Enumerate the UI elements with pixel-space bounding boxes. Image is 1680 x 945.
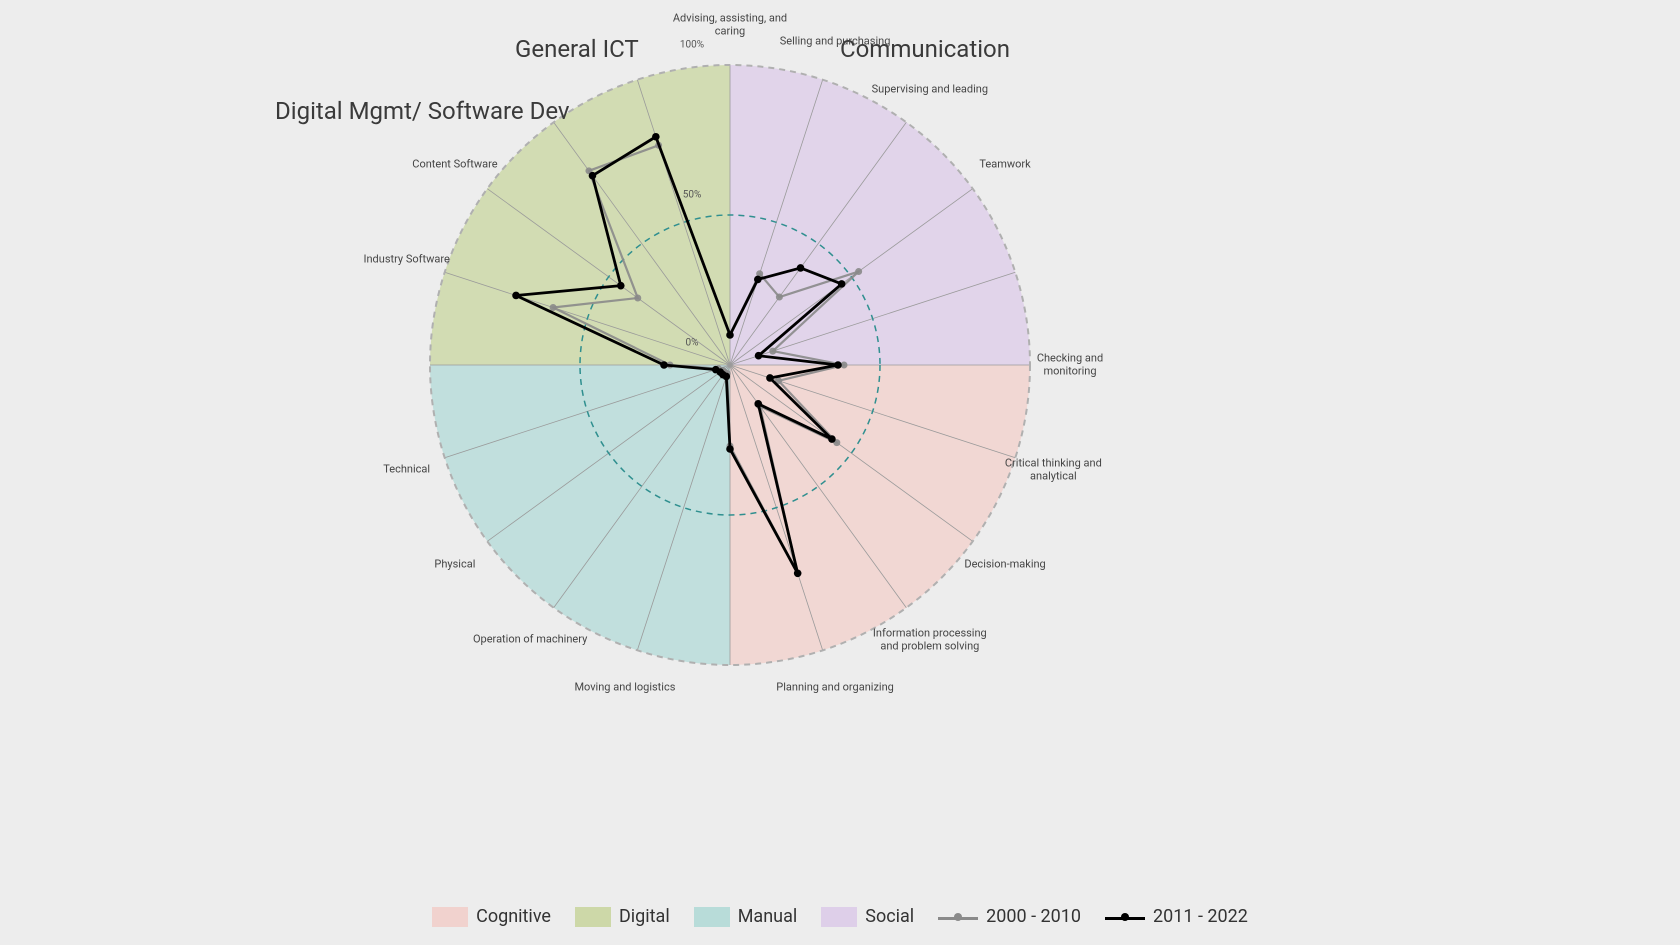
legend-label: Digital — [619, 906, 670, 927]
axis-label-decision: Decision-making — [964, 559, 1045, 572]
series-marker — [550, 304, 557, 311]
series-marker — [589, 172, 597, 180]
series-marker — [755, 352, 763, 360]
legend: Cognitive Digital Manual Social 2000 - 2010 2… — [0, 906, 1680, 927]
axis-label-contsoft: Content Software — [412, 159, 497, 172]
series-marker — [828, 435, 836, 443]
chart-stage: General ICT Communication Digital Mgmt/ … — [0, 0, 1680, 945]
series-marker — [660, 361, 668, 369]
legend-label: Manual — [738, 906, 798, 927]
radar-chart-svg — [0, 0, 1680, 945]
legend-cat-cognitive: Cognitive — [432, 906, 551, 927]
axis-label-indsoft: Industry Software — [363, 254, 449, 267]
quadrant-cognitive — [730, 365, 1030, 665]
ring-label-100%: 100% — [680, 40, 704, 51]
series-marker — [855, 268, 862, 275]
axis-label-teamwork: Teamwork — [979, 159, 1030, 172]
series-marker — [712, 366, 720, 374]
series-marker — [617, 282, 625, 290]
series-marker — [512, 292, 520, 300]
legend-swatch — [432, 907, 468, 927]
axis-label-advising: Advising, assisting, and caring — [670, 12, 790, 37]
legend-series-2011---2022: 2011 - 2022 — [1105, 906, 1248, 927]
series-marker — [838, 280, 846, 288]
legend-label: Social — [865, 906, 914, 927]
axis-label-planning: Planning and organizing — [776, 682, 894, 695]
legend-cat-digital: Digital — [575, 906, 670, 927]
legend-line-sample — [938, 910, 978, 924]
legend-cat-social: Social — [821, 906, 914, 927]
series-marker — [726, 331, 734, 339]
axis-label-moving: Moving and logistics — [574, 682, 675, 695]
series-marker — [797, 264, 805, 272]
axis-label-critical: Critical thinking and analytical — [993, 457, 1113, 482]
legend-label: Cognitive — [476, 906, 551, 927]
series-marker — [769, 348, 776, 355]
series-marker — [766, 374, 774, 382]
axis-label-infoproc: Information processing and problem solvi… — [870, 627, 990, 652]
series-marker — [726, 445, 734, 453]
quadrant-social — [730, 65, 1030, 365]
legend-line-sample — [1105, 910, 1145, 924]
axis-label-selling: Selling and purchasing — [780, 35, 891, 48]
axis-label-opmach: Operation of machinery — [473, 634, 587, 647]
series-marker — [834, 361, 842, 369]
axis-label-supervising: Supervising and leading — [872, 84, 988, 97]
series-marker — [634, 294, 641, 301]
legend-series-2000---2010: 2000 - 2010 — [938, 906, 1081, 927]
series-marker — [754, 276, 762, 284]
legend-cat-manual: Manual — [694, 906, 798, 927]
section-title-digital-mgmt: Digital Mgmt/ Software Dev — [275, 97, 570, 125]
quadrant-manual — [430, 365, 730, 665]
axis-label-technical: Technical — [383, 464, 430, 477]
series-marker — [754, 400, 762, 408]
series-marker — [794, 569, 802, 577]
axis-label-checking: Checking and monitoring — [1010, 352, 1130, 377]
legend-swatch — [821, 907, 857, 927]
series-marker — [652, 133, 660, 141]
section-title-general-ict: General ICT — [515, 35, 639, 63]
legend-swatch — [694, 907, 730, 927]
legend-label: 2000 - 2010 — [986, 906, 1081, 927]
legend-swatch — [575, 907, 611, 927]
axis-label-physical: Physical — [434, 559, 475, 572]
ring-label-0: 0% — [686, 338, 699, 349]
ring-label-50%: 50% — [683, 190, 702, 201]
legend-label: 2011 - 2022 — [1153, 906, 1248, 927]
series-marker — [776, 294, 783, 301]
